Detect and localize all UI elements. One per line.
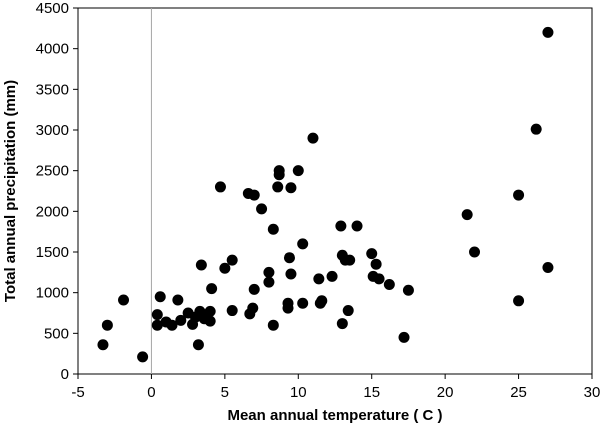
data-point xyxy=(336,318,348,330)
data-point xyxy=(272,181,284,193)
data-point xyxy=(285,268,297,280)
x-axis-title: Mean annual temperature ( C ) xyxy=(227,407,442,424)
data-point xyxy=(267,319,279,331)
data-point xyxy=(351,220,363,232)
x-axis-ticks: -5 0 5 10 15 20 25 30 xyxy=(71,374,600,401)
data-point xyxy=(307,132,319,144)
data-point xyxy=(373,273,385,285)
x-tick-label: 10 xyxy=(290,384,307,401)
data-point xyxy=(542,261,554,273)
data-point xyxy=(151,309,163,321)
data-point xyxy=(256,203,268,215)
data-point xyxy=(226,254,238,266)
data-point xyxy=(248,283,260,295)
data-point xyxy=(402,284,414,296)
data-point xyxy=(248,189,260,201)
data-point xyxy=(97,339,109,351)
y-tick-label: 1500 xyxy=(36,244,69,261)
data-point xyxy=(285,182,297,194)
data-point xyxy=(335,220,347,232)
y-tick-label: 500 xyxy=(44,325,69,342)
data-point xyxy=(316,295,328,307)
y-tick-label: 2000 xyxy=(36,203,69,220)
data-point xyxy=(297,297,309,309)
data-point xyxy=(219,262,231,274)
data-point xyxy=(195,259,207,271)
x-tick-label: 15 xyxy=(363,384,380,401)
x-tick-label: 0 xyxy=(147,384,155,401)
y-axis-ticks: 0 500 1000 1500 2000 2500 3000 3500 4000 4500 xyxy=(36,0,78,383)
data-point xyxy=(313,273,325,285)
data-point xyxy=(263,276,275,288)
y-tick-label: 0 xyxy=(61,366,69,383)
data-point xyxy=(154,291,166,303)
data-point xyxy=(166,319,178,331)
data-point xyxy=(214,181,226,193)
data-points xyxy=(97,26,554,363)
data-point xyxy=(204,305,216,317)
y-tick-label: 2500 xyxy=(36,163,69,180)
x-tick-label: -5 xyxy=(71,384,84,401)
data-point xyxy=(326,270,338,282)
data-point xyxy=(282,297,294,309)
data-point xyxy=(344,254,356,266)
data-point xyxy=(151,319,163,331)
data-point xyxy=(118,294,130,306)
data-point xyxy=(172,294,184,306)
data-point xyxy=(513,295,525,307)
data-point xyxy=(263,266,275,278)
data-point xyxy=(192,339,204,351)
data-point xyxy=(342,305,354,317)
data-point xyxy=(370,258,382,270)
data-point xyxy=(175,314,187,326)
data-point xyxy=(292,165,304,177)
data-point xyxy=(273,165,285,177)
data-point xyxy=(513,189,525,201)
x-tick-label: 25 xyxy=(510,384,527,401)
data-point xyxy=(283,252,295,264)
data-point xyxy=(297,238,309,250)
data-point xyxy=(461,209,473,221)
data-point xyxy=(383,279,395,291)
plot-area xyxy=(77,7,593,375)
data-point xyxy=(226,305,238,317)
data-point xyxy=(398,331,410,343)
data-point xyxy=(366,248,378,260)
data-point xyxy=(530,123,542,135)
x-tick-label: 5 xyxy=(221,384,229,401)
y-axis-title: Total annual precipitation (mm) xyxy=(2,80,19,302)
y-tick-label: 4000 xyxy=(36,41,69,58)
data-point xyxy=(204,315,216,327)
data-point xyxy=(137,351,149,363)
data-point xyxy=(542,26,554,38)
data-point xyxy=(101,319,113,331)
data-point xyxy=(469,246,481,258)
y-tick-label: 4500 xyxy=(36,0,69,17)
data-point xyxy=(206,283,218,295)
x-tick-label: 20 xyxy=(437,384,454,401)
y-tick-label: 3000 xyxy=(36,122,69,139)
data-point xyxy=(267,223,279,235)
y-tick-label: 1000 xyxy=(36,285,69,302)
x-tick-label: 30 xyxy=(584,384,600,401)
y-tick-label: 3500 xyxy=(36,81,69,98)
data-point xyxy=(247,302,259,314)
